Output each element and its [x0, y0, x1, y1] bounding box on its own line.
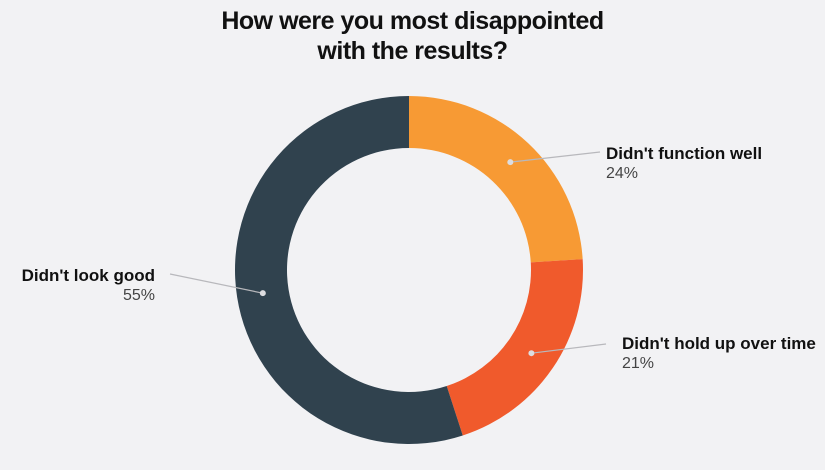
chart-title-line-1: How were you most disappointed	[221, 7, 604, 35]
leader-line-function-well	[510, 151, 601, 163]
slice-function-well	[409, 96, 583, 263]
chart-title-line-2: with the results?	[317, 37, 508, 65]
slice-labels: Didn't function well 24% Didn't hold up …	[22, 144, 816, 372]
slice-label-hold-up: Didn't hold up over time	[622, 334, 816, 353]
slice-value-hold-up: 21%	[622, 355, 654, 372]
leader-lines	[169, 151, 607, 357]
chart-title: How were you most disappointed with the …	[0, 6, 825, 66]
slice-label-look-good: Didn't look good	[22, 266, 155, 285]
leader-dot-look-good	[259, 290, 266, 297]
slice-label-function-well: Didn't function well	[606, 144, 762, 163]
donut-slices	[234, 96, 584, 444]
slice-value-look-good: 55%	[123, 287, 155, 304]
leader-line-hold-up	[531, 343, 607, 354]
leader-dot-function-well	[507, 159, 514, 166]
leader-line-look-good	[169, 273, 263, 294]
leader-dot-hold-up	[528, 350, 535, 357]
slice-look-good	[234, 96, 463, 444]
slice-hold-up	[446, 259, 584, 436]
slice-value-function-well: 24%	[606, 165, 638, 182]
